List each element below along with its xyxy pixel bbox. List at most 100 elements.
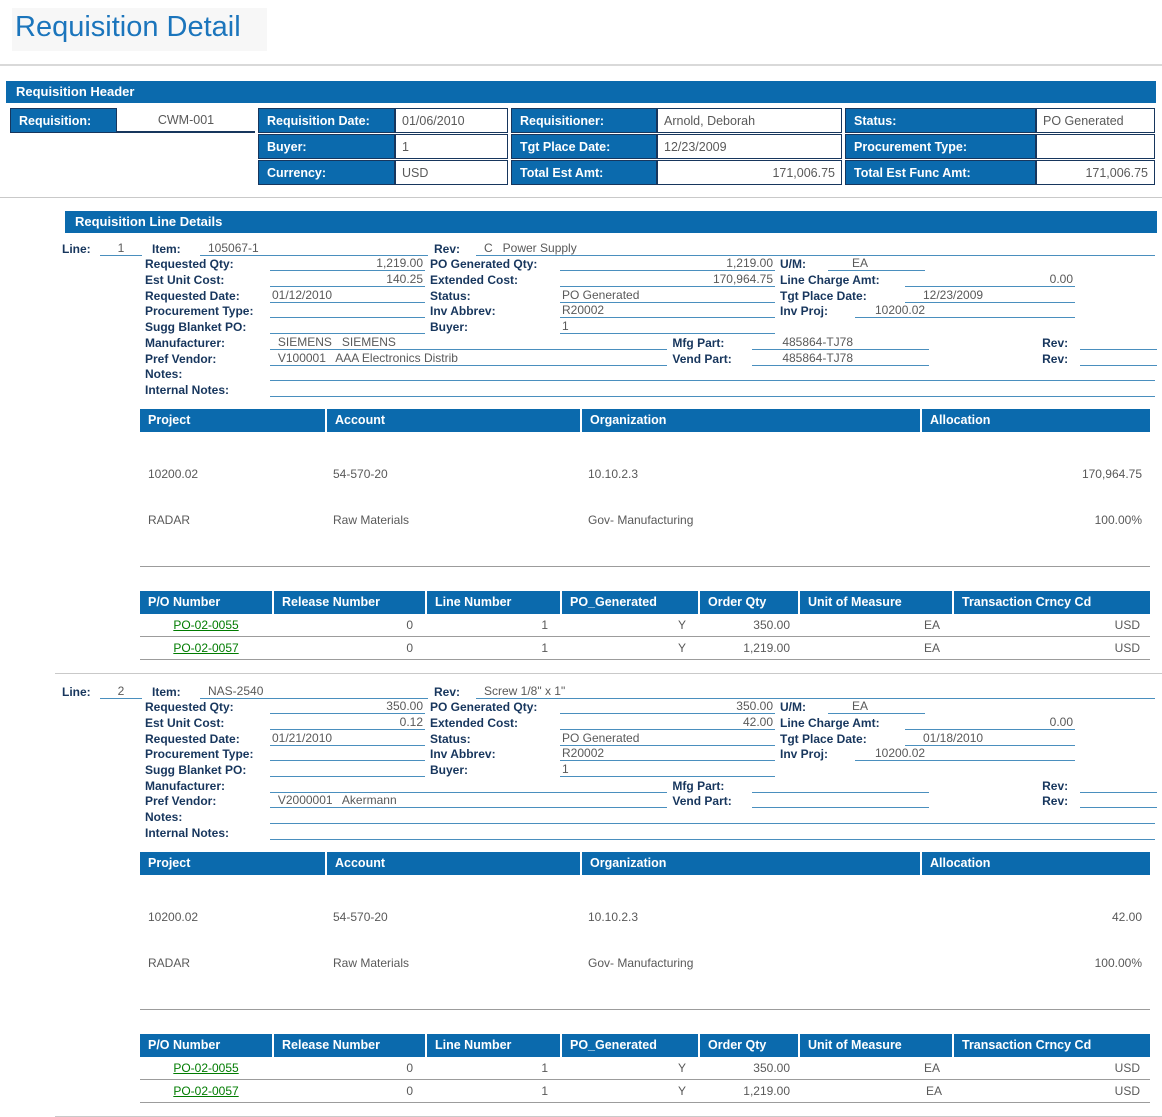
po-number-link[interactable]: PO-02-0055 xyxy=(173,617,239,632)
sugg-blanket-po-label: Sugg Blanket PO: xyxy=(145,320,247,335)
allocation-cell: 42.00 100.00% xyxy=(920,879,1150,1003)
order-qty-header: Order Qty xyxy=(698,590,798,614)
status-value: PO Generated xyxy=(1036,108,1155,133)
notes-row: Notes: xyxy=(145,808,1157,825)
project-allocation-table: Project Account Organization Allocation … xyxy=(140,408,1150,567)
mfg-rev-field xyxy=(1080,348,1157,350)
status-label: Status: xyxy=(430,288,471,303)
blanket-buyer-row: Sugg Blanket PO: Buyer: 1 xyxy=(145,761,1157,777)
notes-field xyxy=(270,380,1155,382)
project-allocation-table: Project Account Organization Allocation … xyxy=(140,851,1150,1010)
line-charge-amt-label: Line Charge Amt: xyxy=(780,715,880,730)
blanket-buyer-row: Sugg Blanket PO: Buyer: 1 xyxy=(145,318,1157,335)
currency-value: USD xyxy=(395,160,508,185)
po-number-link[interactable]: PO-02-0057 xyxy=(173,1083,239,1098)
manufacturer-field xyxy=(269,791,668,793)
buyer-field: 1 xyxy=(560,319,775,335)
um-field: EA xyxy=(828,699,925,715)
organization-name: Gov- Manufacturing xyxy=(588,513,694,528)
item-label: Item: xyxy=(152,684,181,699)
tgt-place-date-field: 12/23/2009 xyxy=(905,288,1075,303)
line-number-field: 1 xyxy=(100,241,142,256)
buyer-label: Buyer: xyxy=(430,763,469,777)
release-number-header: Release Number xyxy=(272,590,425,614)
project-table-body: 10200.02 RADAR 54-570-20 Raw Materials 1… xyxy=(140,432,1150,567)
organization-header: Organization xyxy=(580,851,920,875)
manufacturer-label: Manufacturer: xyxy=(145,335,226,350)
po-row: PO-02-0057 0 1 Y 1,219.00 EA USD xyxy=(140,637,1150,660)
po-table-header: P/O Number Release Number Line Number PO… xyxy=(140,590,1150,614)
internal-notes-row: Internal Notes: xyxy=(145,824,1157,840)
total-est-func-amt-label: Total Est Func Amt: xyxy=(845,160,1036,185)
po-row: PO-02-0055 0 1 Y 350.00 EA USD xyxy=(140,614,1150,637)
item-label: Item: xyxy=(152,241,181,256)
requested-qty-label: Requested Qty: xyxy=(145,700,234,715)
mfg-part-field xyxy=(752,791,930,793)
cost-row: Est Unit Cost: 0.12 Extended Cost: 42.00… xyxy=(145,714,1157,730)
date-status-row: Requested Date: 01/21/2010 Status: PO Ge… xyxy=(145,730,1157,746)
po-number-link[interactable]: PO-02-0057 xyxy=(173,640,239,655)
manufacturer-field: SIEMENS SIEMENS xyxy=(269,335,668,350)
order-qty-cell: 350.00 xyxy=(753,1060,790,1075)
pref-vendor-field: V2000001 Akermann xyxy=(269,793,668,809)
est-unit-cost-label: Est Unit Cost: xyxy=(145,273,225,288)
vend-part-label: Vend Part: xyxy=(672,351,732,366)
requisition-line-block-2: Line: 2 Item: NAS-2540 Rev: Screw 1/8" x… xyxy=(62,683,1157,1103)
pref-vendor-row: Pref Vendor: V100001 AAA Electronics Dis… xyxy=(145,350,1157,366)
procurement-type-label: Procurement Type: xyxy=(145,747,254,762)
po-generated-qty-field: 350.00 xyxy=(560,699,775,715)
cost-row: Est Unit Cost: 140.25 Extended Cost: 170… xyxy=(145,271,1157,288)
est-unit-cost-field: 0.12 xyxy=(270,715,425,730)
tgt-place-date-label: Tgt Place Date: xyxy=(511,134,657,159)
vend-part-label: Vend Part: xyxy=(672,794,732,809)
tgt-place-date-value: 12/23/2009 xyxy=(657,134,842,159)
pref-vendor-label: Pref Vendor: xyxy=(145,351,217,366)
title-area: Requisition Detail xyxy=(12,8,1162,51)
project-table-body: 10200.02 RADAR 54-570-20 Raw Materials 1… xyxy=(140,875,1150,1010)
allocation-percent: 100.00% xyxy=(1094,956,1142,971)
vend-rev-field xyxy=(1080,364,1157,366)
po-number-cell: PO-02-0057 xyxy=(140,1084,272,1098)
line-number-cell: 1 xyxy=(541,640,548,655)
requisitioner-value: Arnold, Deborah xyxy=(657,108,842,133)
po-number-header: P/O Number xyxy=(148,594,221,609)
line-divider xyxy=(55,672,1162,674)
line-number-header: Line Number xyxy=(425,1033,560,1057)
total-est-func-amt-value: 171,006.75 xyxy=(1036,160,1155,185)
internal-notes-row: Internal Notes: xyxy=(145,381,1157,397)
item-field: 105067-1 xyxy=(200,241,428,256)
line-charge-amt-field: 0.00 xyxy=(905,272,1075,288)
release-number-cell: 0 xyxy=(406,1083,413,1098)
requisition-line-block-1: Line: 1 Item: 105067-1 Rev: C Power Supp… xyxy=(62,240,1157,660)
transaction-crncy-cell: USD xyxy=(1114,640,1140,655)
allocation-header: Allocation xyxy=(920,851,1150,875)
po-number-header: P/O Number xyxy=(148,1037,221,1052)
order-qty-cell: 1,219.00 xyxy=(743,640,790,655)
item-field: NAS-2540 xyxy=(200,684,428,699)
line-number-header: Line Number xyxy=(425,590,560,614)
account-id: 54-570-20 xyxy=(333,466,388,481)
release-number-cell: 0 xyxy=(406,617,413,632)
po-generated-cell: Y xyxy=(677,640,686,655)
project-cell: 10200.02 RADAR xyxy=(140,436,325,560)
status-field: PO Generated xyxy=(560,288,775,303)
organization-cell: 10.10.2.3 Gov- Manufacturing xyxy=(580,436,920,560)
vend-rev-label: Rev: xyxy=(1042,794,1069,809)
requisition-header-table: Requisition: CWM-001 Requisition Date: 0… xyxy=(10,108,1162,185)
requisition-label: Requisition: xyxy=(10,108,117,133)
project-name: RADAR xyxy=(148,513,191,528)
procurement-row: Procurement Type: Inv Abbrev: R20002 Inv… xyxy=(145,746,1157,762)
po-generated-cell: Y xyxy=(677,1083,686,1098)
po-number-link[interactable]: PO-02-0055 xyxy=(173,1060,239,1075)
account-header: Account xyxy=(325,408,580,432)
account-cell: 54-570-20 Raw Materials xyxy=(325,879,580,1003)
spacer xyxy=(10,160,258,185)
requisition-date-label: Requisition Date: xyxy=(258,108,395,133)
line-charge-amt-label: Line Charge Amt: xyxy=(780,273,880,288)
transaction-crncy-cell: USD xyxy=(1114,617,1140,632)
requisition-date-value: 01/06/2010 xyxy=(395,108,508,133)
inv-proj-field: 10200.02 xyxy=(855,746,1075,762)
um-field: EA xyxy=(828,256,925,272)
currency-label: Currency: xyxy=(258,160,395,185)
unit-of-measure-cell: EA xyxy=(923,640,940,655)
